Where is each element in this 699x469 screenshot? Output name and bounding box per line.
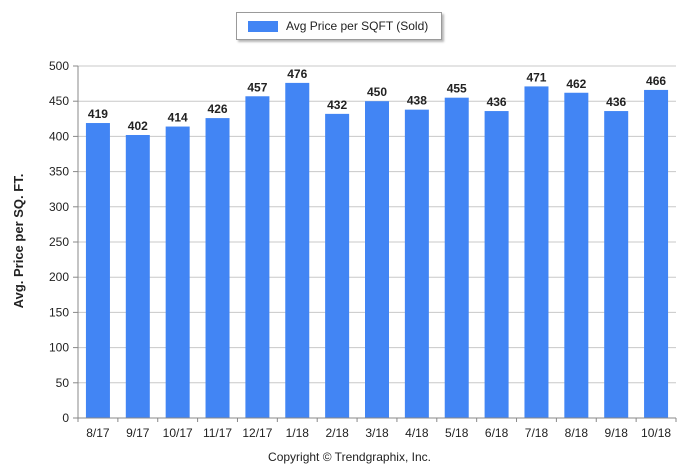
bar xyxy=(524,86,549,418)
bar xyxy=(404,109,429,418)
y-tick-label: 500 xyxy=(49,59,69,73)
data-label: 466 xyxy=(646,74,666,88)
y-tick-label: 0 xyxy=(62,411,69,425)
bar xyxy=(564,92,589,418)
chart-legend: Avg Price per SQFT (Sold) xyxy=(236,12,442,40)
bar xyxy=(484,111,509,418)
data-label: 436 xyxy=(606,95,626,109)
data-label: 455 xyxy=(447,82,467,96)
x-tick-label: 8/17 xyxy=(86,426,110,440)
y-tick-label: 50 xyxy=(56,376,70,390)
bar xyxy=(205,118,230,418)
legend-swatch xyxy=(248,21,278,32)
bar xyxy=(165,126,190,418)
bar xyxy=(644,89,669,418)
data-label: 426 xyxy=(208,102,228,116)
bar xyxy=(125,134,150,418)
bar xyxy=(85,123,110,419)
data-label: 419 xyxy=(88,107,108,121)
bar xyxy=(604,111,629,418)
x-tick-label: 9/18 xyxy=(605,426,629,440)
x-tick-label: 9/17 xyxy=(126,426,150,440)
y-axis-ticks: 0 50 100 150 200 250 300 350 400 450 500 xyxy=(49,59,78,425)
data-label: 457 xyxy=(247,80,267,94)
y-tick-label: 400 xyxy=(49,129,69,143)
data-label: 402 xyxy=(128,119,148,133)
x-tick-label: 10/17 xyxy=(163,426,193,440)
data-label: 450 xyxy=(367,85,387,99)
data-labels: 419 402 414 426 457 476 432 450 438 455 436 471 462 4… xyxy=(88,67,666,133)
copyright-text: Copyright © Trendgraphix, Inc. xyxy=(268,450,431,464)
x-tick-label: 5/18 xyxy=(445,426,469,440)
x-tick-label: 12/17 xyxy=(242,426,272,440)
data-label: 436 xyxy=(487,95,507,109)
data-label: 462 xyxy=(566,77,586,91)
x-tick-label: 8/18 xyxy=(565,426,589,440)
data-label: 471 xyxy=(526,70,546,84)
bar xyxy=(444,97,469,419)
x-tick-label: 3/18 xyxy=(365,426,389,440)
data-label: 476 xyxy=(287,67,307,81)
x-tick-label: 2/18 xyxy=(325,426,349,440)
x-tick-label: 6/18 xyxy=(485,426,509,440)
y-axis-label: Avg. Price per SQ. FT. xyxy=(11,174,26,309)
data-label: 432 xyxy=(327,98,347,112)
x-tick-label: 10/18 xyxy=(641,426,671,440)
bar xyxy=(245,96,270,418)
data-label: 414 xyxy=(168,111,188,125)
y-tick-label: 100 xyxy=(49,341,69,355)
bar xyxy=(325,113,350,418)
bars xyxy=(85,82,669,419)
legend-label: Avg Price per SQFT (Sold) xyxy=(286,19,429,33)
x-tick-label: 4/18 xyxy=(405,426,429,440)
axes xyxy=(77,66,676,419)
y-tick-label: 450 xyxy=(49,94,69,108)
x-axis-ticks: 8/17 9/17 10/17 11/17 12/17 1/18 2/18 3/18 4/18 5… xyxy=(77,418,677,440)
x-tick-label: 11/17 xyxy=(203,426,232,440)
bar xyxy=(285,82,310,419)
y-tick-label: 300 xyxy=(49,200,69,214)
data-label: 438 xyxy=(407,94,427,108)
y-tick-label: 150 xyxy=(49,305,69,319)
y-tick-label: 350 xyxy=(49,165,69,179)
x-tick-label: 1/18 xyxy=(286,426,310,440)
bar xyxy=(365,101,389,418)
x-tick-label: 7/18 xyxy=(525,426,549,440)
y-tick-label: 200 xyxy=(49,270,69,284)
y-tick-label: 250 xyxy=(49,235,69,249)
